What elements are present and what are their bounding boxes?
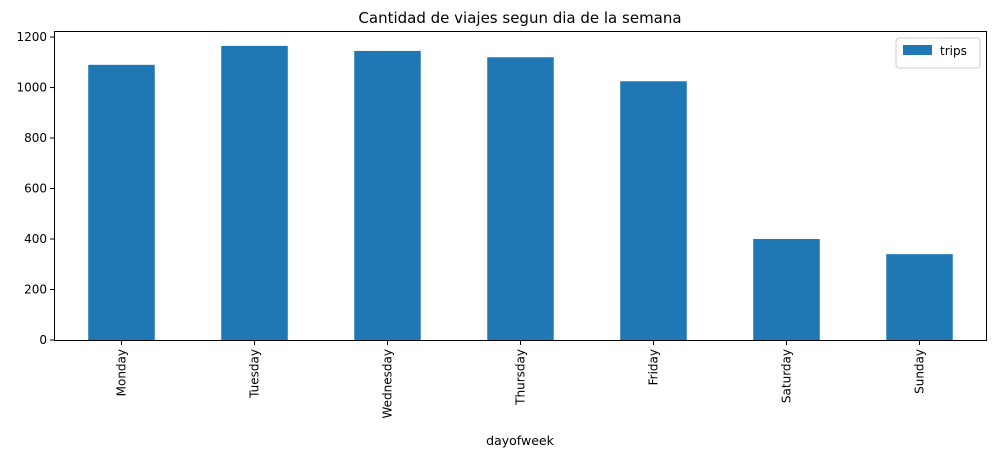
plot-frame [54,31,987,341]
x-axis: Monday Tuesday Wednesday Thursday Friday Satu… [115,340,927,418]
y-tick-label: 1000 [16,81,47,95]
bar-wednesday [354,50,421,341]
x-tick-label: Monday [115,349,129,396]
y-tick-label: 0 [39,333,47,347]
legend-swatch [903,45,932,55]
bar-monday [88,64,155,340]
legend: trips [895,37,981,69]
y-tick-label: 400 [24,232,47,246]
legend-label: trips [940,44,967,58]
y-tick-label: 1200 [16,30,47,44]
x-tick-label: Thursday [514,349,528,406]
chart-title: Cantidad de viajes segun dia de la seman… [358,9,681,27]
x-tick-label: Tuesday [248,349,262,399]
y-tick-label: 200 [24,283,47,297]
bars-group [88,45,953,341]
x-tick-label: Wednesday [381,349,395,418]
bar-thursday [487,57,554,340]
bar-friday [620,81,687,341]
bar-tuesday [221,45,288,340]
y-tick-label: 600 [24,182,47,196]
x-axis-label: dayofweek [486,433,554,448]
y-axis: 0 200 400 600 800 1000 1200 [16,30,55,347]
x-tick-label: Sunday [913,349,927,394]
y-tick-label: 800 [24,131,47,145]
x-tick-label: Friday [647,349,661,385]
bar-sunday [886,254,953,340]
bar-saturday [753,239,820,340]
x-tick-label: Saturday [780,349,794,403]
